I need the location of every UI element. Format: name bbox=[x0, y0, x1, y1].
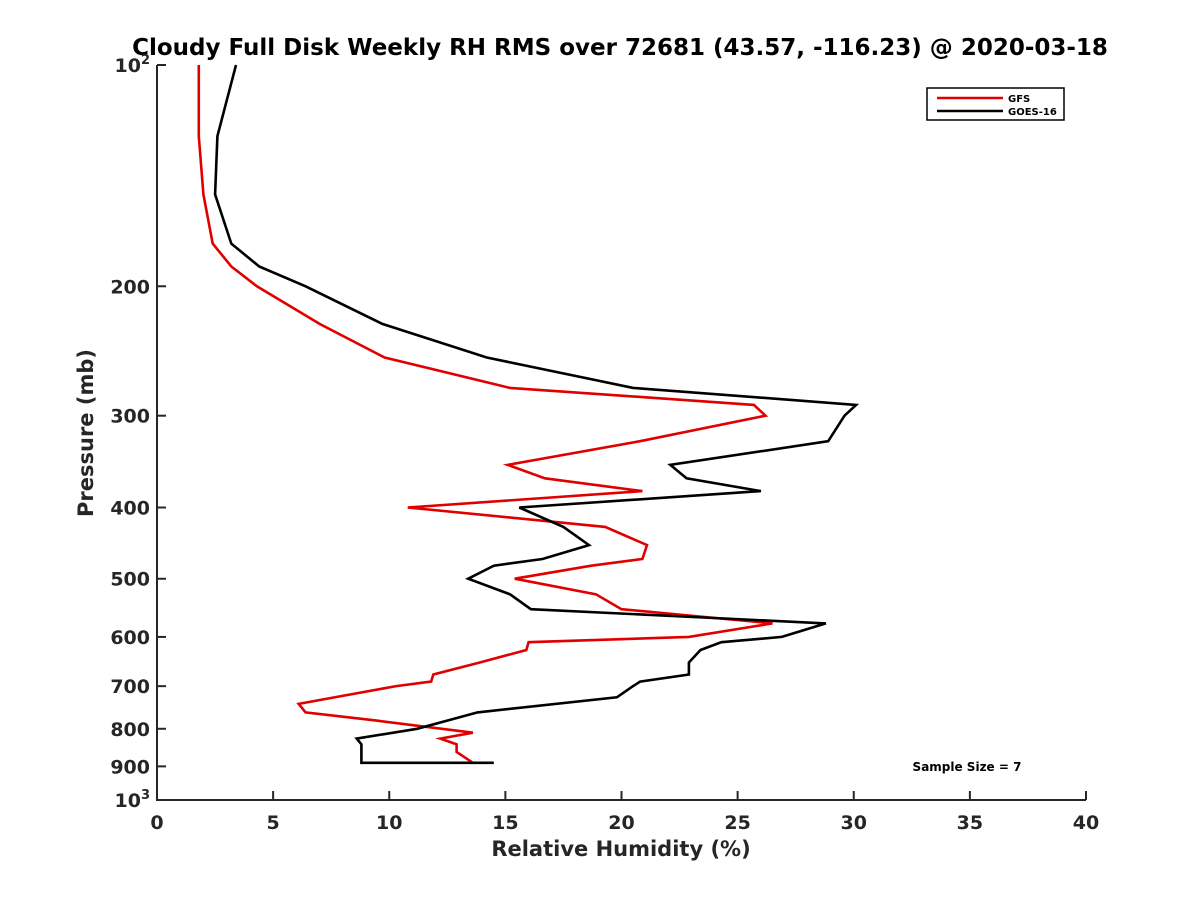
y-tick-label: 200 bbox=[110, 276, 150, 298]
x-tick-label: 40 bbox=[1073, 812, 1099, 834]
y-tick-label: 400 bbox=[110, 498, 150, 520]
x-tick-label: 0 bbox=[150, 812, 163, 834]
legend: GFS GOES-16 bbox=[926, 87, 1065, 121]
y-tick-label: 700 bbox=[110, 676, 150, 698]
y-tick-label: 300 bbox=[110, 406, 150, 428]
legend-label-gfs: GFS bbox=[1008, 94, 1030, 105]
series-layer bbox=[197, 64, 860, 765]
series-line-goes-16 bbox=[213, 64, 860, 765]
x-tick-label: 10 bbox=[376, 812, 402, 834]
x-tick-label: 30 bbox=[841, 812, 867, 834]
sample-size-annotation: Sample Size = 7 bbox=[913, 760, 1022, 774]
x-tick-label: 20 bbox=[608, 812, 634, 834]
chart-title: Cloudy Full Disk Weekly RH RMS over 7268… bbox=[132, 35, 1108, 61]
y-tick-base: 10 bbox=[115, 790, 141, 812]
y-axis-label: Pressure (mb) bbox=[74, 349, 98, 517]
y-tick-label: 600 bbox=[110, 627, 150, 649]
x-axis-label: Relative Humidity (%) bbox=[491, 837, 750, 861]
legend-box bbox=[926, 87, 1065, 121]
y-tick-label: 103 bbox=[115, 788, 151, 812]
x-axis-ticks: 0 5 10 15 20 25 30 35 40 bbox=[150, 791, 1099, 834]
legend-label-goes-16: GOES-16 bbox=[1008, 107, 1057, 118]
plot-area bbox=[156, 65, 1086, 801]
x-tick-label: 25 bbox=[724, 812, 750, 834]
y-tick-exponent: 3 bbox=[141, 788, 150, 803]
x-tick-label: 5 bbox=[267, 812, 280, 834]
y-tick-label: 900 bbox=[110, 756, 150, 778]
y-tick-exponent: 2 bbox=[141, 53, 150, 68]
x-tick-label: 35 bbox=[957, 812, 983, 834]
x-tick-label: 15 bbox=[492, 812, 518, 834]
series-line-gfs bbox=[197, 65, 773, 764]
y-tick-label: 800 bbox=[110, 719, 150, 741]
y-tick-base: 10 bbox=[115, 55, 141, 77]
y-tick-label: 500 bbox=[110, 569, 150, 591]
y-tick-label: 102 bbox=[115, 53, 151, 77]
